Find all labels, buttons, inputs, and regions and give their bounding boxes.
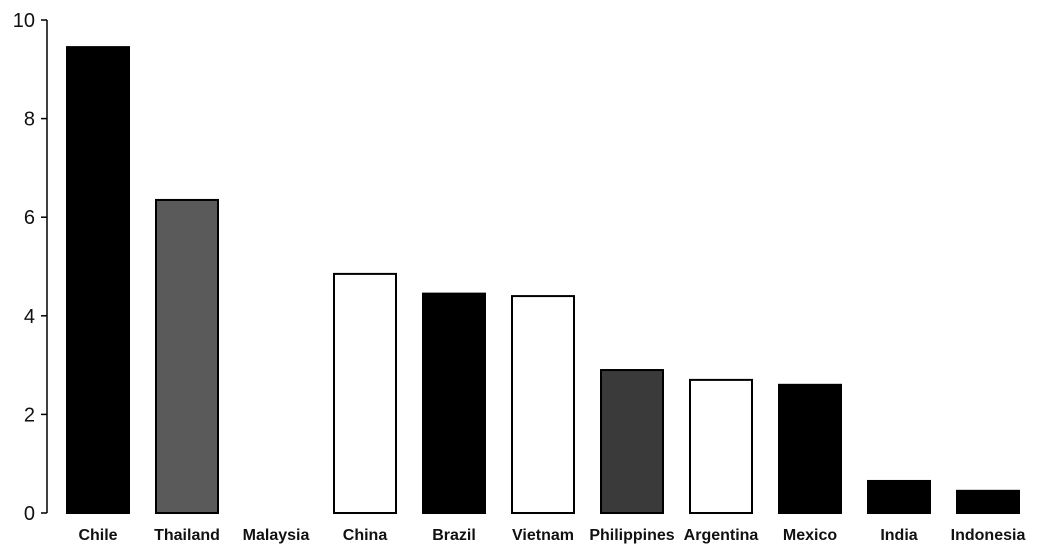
x-tick-label: Argentina	[684, 527, 759, 544]
x-tick-label: Mexico	[783, 527, 837, 544]
y-tick-label: 10	[13, 10, 35, 32]
x-axis-labels: Chile Thailand Malaysia China Brazil Vietnam P…	[78, 527, 1025, 544]
bar-thailand	[155, 198, 219, 514]
bar-chile	[66, 46, 130, 515]
x-tick-label: Thailand	[154, 527, 220, 544]
x-tick-label: India	[880, 527, 917, 544]
y-tick-label: 6	[24, 207, 35, 229]
bar-mexico	[778, 383, 842, 514]
y-axis: 0 2 4 6 8 10	[13, 10, 48, 525]
bar-philippines	[600, 369, 664, 514]
bar-argentina	[689, 378, 753, 515]
x-tick-label: China	[343, 527, 388, 544]
y-tick-label: 2	[24, 404, 35, 426]
x-tick-label: Chile	[78, 527, 117, 544]
x-tick-label: Malaysia	[243, 527, 310, 544]
y-tick-label: 0	[24, 503, 35, 525]
x-tick-label: Indonesia	[951, 527, 1026, 544]
bar-vietnam	[511, 295, 575, 514]
bars	[66, 46, 1020, 515]
y-tick-label: 4	[24, 306, 35, 328]
y-tick-label: 8	[24, 109, 35, 131]
bar-indonesia	[956, 489, 1020, 515]
x-tick-label: Philippines	[589, 527, 674, 544]
x-tick-label: Brazil	[432, 527, 476, 544]
bar-india	[867, 479, 931, 514]
x-tick-label: Vietnam	[512, 527, 574, 544]
bar-china	[333, 272, 397, 514]
bar-brazil	[422, 292, 486, 514]
